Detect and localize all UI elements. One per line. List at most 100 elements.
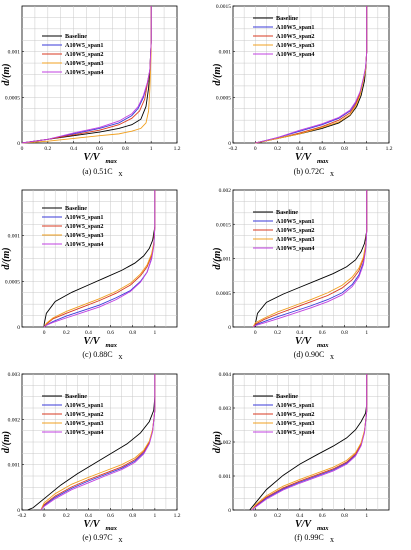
- y-tick-label: 0.0005: [5, 95, 20, 101]
- legend-label: A10W5_span3: [276, 420, 315, 427]
- series-line-a10w5-span4: [40, 374, 156, 511]
- legend-label: A10W5_span1: [65, 42, 104, 49]
- y-tick-label: 0.001: [8, 463, 21, 469]
- chart-panel-5: -0.2 0 0.2 0.4 0.6 0.8 1 1.200.0010.0020.003Bas…: [1, 372, 181, 544]
- x-tick-label: 1: [365, 146, 368, 152]
- x-tick-label: 0: [21, 146, 24, 152]
- legend: Baseline A10W5_span1 A10W5_span2 A10W5_span…: [42, 33, 104, 76]
- legend-label: A10W5_span1: [276, 24, 315, 31]
- x-tick-label: 0: [254, 330, 257, 336]
- x-axis-title: V/V: [295, 336, 312, 347]
- series-line-a10w5-span4: [252, 190, 368, 328]
- y-tick-label: 0.004: [219, 372, 232, 378]
- y-tick-label: 0.001: [219, 50, 232, 56]
- x-tick-label: 0.4: [296, 330, 303, 336]
- x-axis-title: V/V: [295, 519, 312, 530]
- legend-label: A10W5_span2: [65, 411, 104, 418]
- legend-label: A10W5_span1: [276, 402, 315, 409]
- y-tick-label: 0.001: [8, 234, 21, 240]
- y-axis-title: d/(m): [212, 63, 223, 85]
- legend-label: Baseline: [65, 205, 87, 212]
- y-tick-label: 0.0005: [216, 291, 231, 297]
- legend-label: A10W5_span4: [65, 241, 104, 248]
- y-tick-label: 0: [17, 325, 20, 331]
- x-tick-label: 0.2: [63, 513, 70, 519]
- x-tick-label: 0.8: [129, 330, 136, 336]
- x-tick-label: 0.8: [129, 513, 136, 519]
- x-tick-label: 0.6: [96, 146, 103, 152]
- legend-label: A10W5_span2: [276, 227, 315, 234]
- legend-label: A10W5_span3: [276, 236, 315, 243]
- panel-caption: (c) 0.88C: [82, 350, 112, 359]
- legend-label: A10W5_span2: [65, 51, 104, 58]
- x-tick-label: 1.2: [174, 146, 181, 152]
- legend: Baseline A10W5_span1 A10W5_span2 A10W5_span…: [253, 393, 315, 436]
- panel-caption-subscript: x: [119, 535, 123, 544]
- legend-label: Baseline: [276, 15, 298, 22]
- x-tick-label: 1.2: [386, 146, 393, 152]
- legend: Baseline A10W5_span1 A10W5_span2 A10W5_span…: [253, 209, 315, 252]
- x-axis-title-subscript: max: [106, 342, 118, 349]
- x-tick-label: 0.2: [274, 513, 281, 519]
- y-tick-label: 0.003: [8, 372, 21, 378]
- legend-label: Baseline: [65, 393, 87, 400]
- x-axis-title-subscript: max: [317, 525, 329, 532]
- y-tick-label: 0.002: [8, 417, 21, 423]
- series-line-a10w5-span4: [43, 190, 156, 328]
- legend-label: A10W5_span1: [65, 402, 104, 409]
- y-tick-label: 0.002: [219, 188, 232, 194]
- x-tick-label: 0.6: [319, 513, 326, 519]
- x-tick-label: 0.2: [274, 146, 281, 152]
- legend: Baseline A10W5_span1 A10W5_span2 A10W5_span…: [42, 393, 104, 436]
- y-tick-label: 0: [228, 325, 231, 331]
- x-tick-label: 0.8: [341, 146, 348, 152]
- x-axis-title-subscript: max: [317, 158, 329, 165]
- x-tick-label: 0.8: [341, 513, 348, 519]
- legend-label: A10W5_span3: [65, 232, 104, 239]
- legend-label: A10W5_span1: [276, 218, 315, 225]
- x-tick-label: 1.2: [174, 513, 181, 519]
- x-tick-label: 0: [43, 513, 46, 519]
- series-line-a10w5-span4: [251, 374, 368, 511]
- series-line-baseline: [249, 374, 368, 511]
- series-line-baseline: [27, 374, 156, 511]
- x-axis-title-subscript: max: [106, 525, 118, 532]
- series-line-baseline: [254, 190, 368, 327]
- x-tick-label: 0.8: [341, 330, 348, 336]
- x-tick-label: -0.2: [18, 513, 27, 519]
- x-tick-label: 0.6: [107, 330, 114, 336]
- legend-label: A10W5_span1: [65, 214, 104, 221]
- legend-label: Baseline: [276, 209, 298, 216]
- x-tick-label: 1: [153, 330, 156, 336]
- legend: Baseline A10W5_span1 A10W5_span2 A10W5_span…: [42, 205, 104, 248]
- y-tick-label: 0.001: [219, 257, 232, 263]
- legend-label: A10W5_span3: [65, 60, 104, 67]
- legend-label: A10W5_span4: [276, 245, 315, 252]
- legend-label: A10W5_span2: [65, 223, 104, 230]
- y-tick-label: 0: [228, 508, 231, 514]
- series-line-a10w5-span4: [255, 6, 368, 144]
- series-line-a10w5-span4: [21, 6, 152, 144]
- panel-caption-subscript: x: [330, 535, 334, 544]
- chart-panel-3: 0 0.2 0.4 0.6 0.8 1 0 0.0005 0.001 Baseline A10W5_…: [1, 189, 178, 361]
- legend-label: Baseline: [276, 393, 298, 400]
- x-tick-label: 1: [153, 513, 156, 519]
- series-line-a10w5-span3: [43, 190, 156, 328]
- x-axis-title: V/V: [83, 519, 100, 530]
- legend-label: A10W5_span2: [276, 411, 315, 418]
- legend: Baseline A10W5_span1 A10W5_span2 A10W5_span…: [253, 15, 315, 58]
- x-tick-label: 0: [43, 330, 46, 336]
- legend-label: A10W5_span3: [276, 42, 315, 49]
- x-tick-label: 0.4: [85, 513, 92, 519]
- y-axis-title: d/(m): [1, 247, 12, 269]
- x-tick-label: 0.2: [44, 146, 51, 152]
- panel-caption: (b) 0.72C: [294, 167, 325, 176]
- x-tick-label: 0: [254, 513, 257, 519]
- x-tick-label: 0.4: [296, 146, 303, 152]
- legend-label: A10W5_span2: [276, 33, 315, 40]
- x-axis-title-subscript: max: [106, 158, 118, 165]
- y-tick-label: 0: [17, 141, 20, 147]
- x-tick-label: 0.6: [107, 513, 114, 519]
- panel-caption-subscript: x: [119, 352, 123, 361]
- y-axis-title: d/(m): [1, 63, 12, 85]
